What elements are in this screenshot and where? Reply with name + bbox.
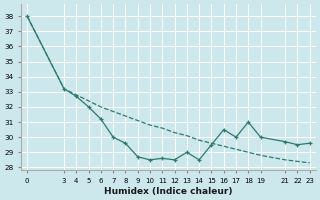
X-axis label: Humidex (Indice chaleur): Humidex (Indice chaleur) bbox=[104, 187, 233, 196]
